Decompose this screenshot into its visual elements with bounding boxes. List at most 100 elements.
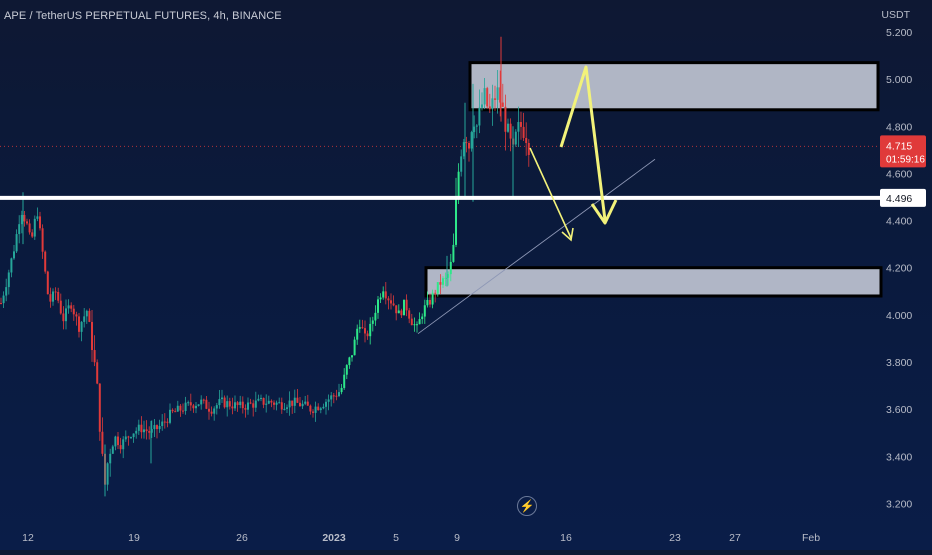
candle-body (174, 411, 177, 413)
candle (369, 317, 372, 345)
candle-body (57, 291, 60, 301)
candle (439, 274, 442, 295)
candle-body (270, 400, 273, 403)
candle-body (468, 142, 470, 149)
candle-body (241, 401, 244, 409)
candle (288, 391, 291, 416)
candle-body (130, 437, 132, 439)
candle-body (449, 261, 452, 275)
candle (179, 403, 182, 417)
candle-body (145, 429, 148, 432)
candle (59, 293, 62, 315)
y-tick-label: 4.600 (886, 168, 912, 180)
candle (239, 395, 242, 409)
candle-body (200, 399, 203, 405)
projection-arrow-small (529, 147, 572, 239)
candle (158, 419, 161, 433)
trend-line (417, 158, 656, 335)
candle (161, 414, 164, 431)
candle (442, 276, 444, 289)
candle (260, 394, 262, 402)
candle-body (514, 131, 517, 145)
candle-body (156, 425, 158, 430)
candle (481, 92, 483, 111)
candle (80, 321, 83, 342)
candle-body (65, 308, 67, 322)
candle (317, 403, 320, 411)
candle (291, 400, 294, 414)
candle (257, 394, 260, 402)
candle-body (228, 401, 231, 407)
candle (429, 293, 431, 308)
y-tick-label: 3.400 (886, 451, 912, 463)
candle-body (413, 324, 416, 326)
candle (31, 229, 34, 239)
candle (88, 308, 91, 323)
candle (247, 397, 249, 415)
demand-zone (424, 266, 883, 298)
candle-body (426, 299, 429, 306)
candle (202, 398, 205, 404)
candle (299, 396, 301, 407)
candle (221, 389, 223, 404)
candle (509, 118, 512, 152)
candle-body (293, 397, 296, 406)
candle-body (210, 411, 213, 414)
candle (332, 392, 335, 404)
candle-body (124, 436, 127, 440)
candle (91, 309, 93, 362)
candle (465, 136, 468, 153)
candle (153, 419, 156, 437)
candle (67, 299, 70, 314)
candle-body (221, 397, 223, 400)
candle (499, 70, 502, 117)
candle-body (195, 405, 197, 409)
candle (96, 359, 99, 385)
candle (452, 233, 455, 263)
candle (65, 299, 67, 330)
candle-body (488, 106, 491, 110)
candle (377, 296, 379, 319)
candle (273, 400, 275, 410)
candle-body (39, 216, 41, 229)
candle-body (478, 107, 481, 126)
candle-body (249, 402, 252, 404)
candle (241, 396, 244, 414)
y-tick-label: 5.000 (886, 74, 912, 86)
candle (210, 406, 213, 417)
candle-body (501, 102, 504, 107)
candle (213, 406, 216, 421)
candle-body (286, 407, 288, 409)
arrowhead-small (561, 227, 574, 242)
candle-body (93, 350, 96, 363)
y-tick-label: 3.600 (886, 404, 912, 416)
x-tick-label: Feb (802, 532, 820, 544)
candle-body (33, 218, 36, 237)
candles (0, 36, 530, 497)
candle-body (223, 397, 226, 408)
candle-body (319, 408, 322, 411)
candle-body (171, 409, 174, 412)
candle-body (150, 429, 153, 433)
candle-body (444, 277, 447, 279)
candle (124, 430, 127, 442)
candle-body (455, 196, 457, 245)
candle-body (358, 327, 361, 329)
candle-body (23, 214, 26, 222)
candle-body (405, 299, 408, 311)
arrowhead-large (590, 199, 618, 225)
x-tick-label: 19 (128, 532, 140, 544)
candle (491, 84, 494, 126)
candle (176, 400, 179, 412)
lightning-icon[interactable]: ⚡ (517, 496, 537, 516)
candle (171, 408, 174, 414)
candle (413, 317, 416, 332)
candle-body (332, 395, 335, 397)
candle-body (418, 319, 421, 325)
candle (15, 229, 18, 254)
candle-body (527, 143, 530, 155)
y-tick-label: 4.800 (886, 121, 912, 133)
candle (343, 368, 346, 390)
